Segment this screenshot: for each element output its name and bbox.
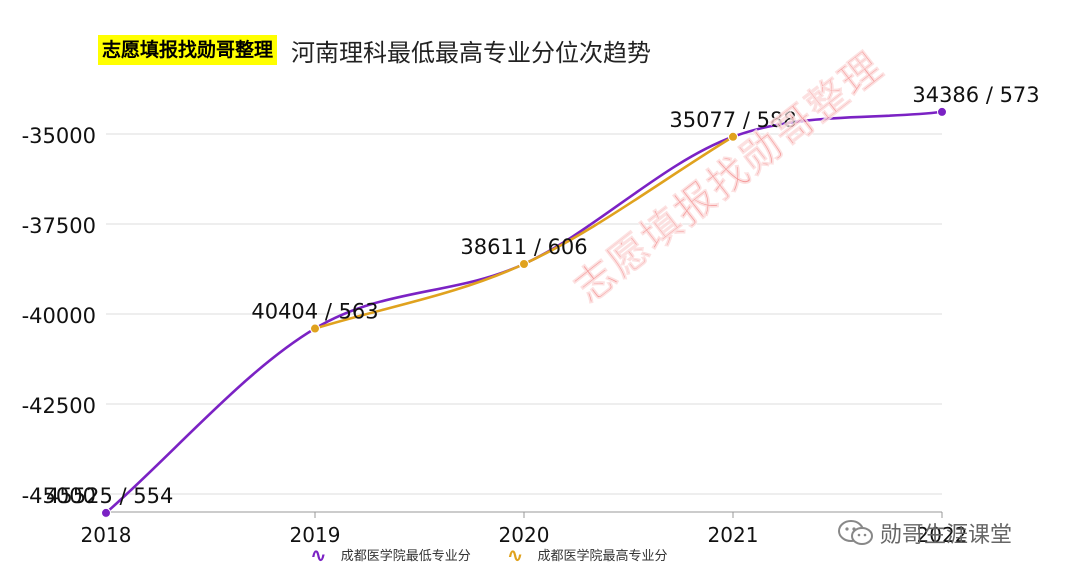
brand-watermark: 勋哥生涯课堂 xyxy=(838,517,1012,549)
y-tick-label: -42500 xyxy=(22,394,96,418)
data-point xyxy=(937,106,947,117)
data-point xyxy=(519,258,529,269)
data-point xyxy=(101,507,111,518)
data-label: 40404 / 563 xyxy=(251,300,378,324)
legend-label-min: 成都医学院最低专业分 xyxy=(340,549,471,564)
x-tick-label: 2021 xyxy=(708,523,759,547)
data-label: 34386 / 573 xyxy=(912,83,1039,107)
x-tick-label: 2018 xyxy=(81,523,132,547)
data-point xyxy=(310,323,320,334)
legend-item-max[interactable]: ∿ 成都医学院最高专业分 xyxy=(506,542,668,567)
data-label: 45525 / 554 xyxy=(46,484,173,508)
data-point xyxy=(728,131,738,142)
y-tick-label: -40000 xyxy=(22,304,96,328)
y-tick-label: -35000 xyxy=(22,124,96,148)
series-line-0 xyxy=(105,110,943,514)
chart-title: 河南理科最低最高专业分位次趋势 xyxy=(291,38,652,67)
y-tick-label: -45000 xyxy=(22,484,96,508)
brand-text: 勋哥生涯课堂 xyxy=(880,523,1013,548)
data-label: 35077 / 588 xyxy=(669,108,796,132)
x-tick-label: 2019 xyxy=(290,523,341,547)
legend-label-max: 成都医学院最高专业分 xyxy=(537,549,668,564)
data-labels: 45525 / 554 40404 / 563 38611 / 606 35077 /… xyxy=(46,83,1040,508)
legend-item-min[interactable]: ∿ 成都医学院最低专业分 xyxy=(310,542,471,567)
wechat-icon xyxy=(838,520,873,545)
chart-title-row: 志愿填报找勋哥整理 河南理科最低最高专业分位次趋势 xyxy=(98,30,651,70)
legend: ∿ 成都医学院最低专业分 ∿ 成都医学院最高专业分 xyxy=(310,542,668,567)
legend-swatch-min-icon: ∿ xyxy=(310,542,327,567)
legend-swatch-max-icon: ∿ xyxy=(506,542,524,567)
x-tick-label: 2022 xyxy=(917,523,968,547)
series-lines xyxy=(105,110,943,514)
data-label: 38611 / 606 xyxy=(460,235,587,259)
y-tick-label: -37500 xyxy=(22,214,96,238)
x-tick-label: 2020 xyxy=(499,523,550,547)
data-points xyxy=(101,106,947,518)
axes: -35000 -37500 -40000 -42500 -45000 2018 2019 20… xyxy=(22,124,968,547)
grid-lines xyxy=(106,133,942,495)
author-tag: 志愿填报找勋哥整理 xyxy=(98,35,278,65)
